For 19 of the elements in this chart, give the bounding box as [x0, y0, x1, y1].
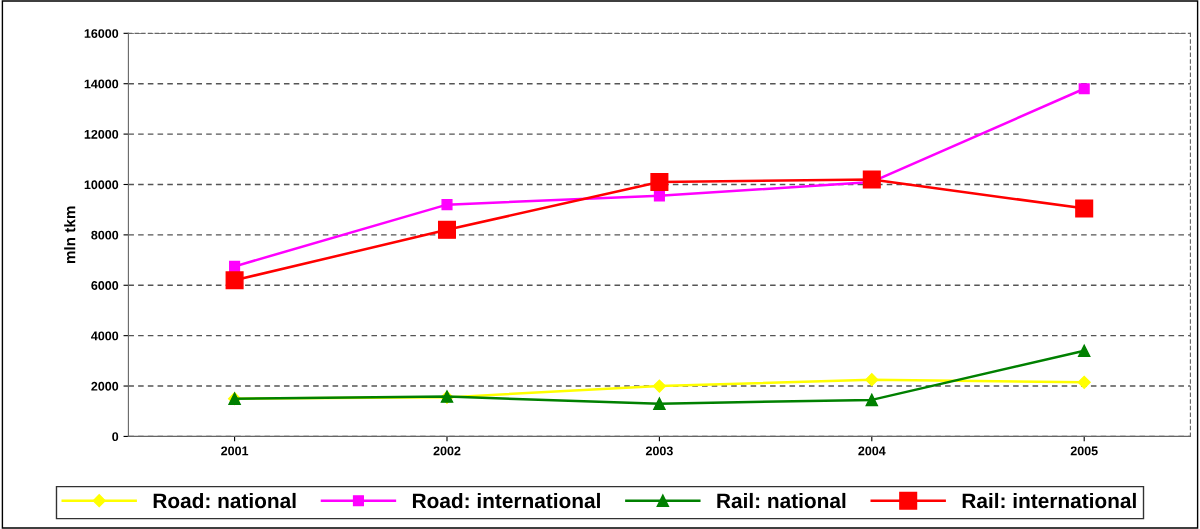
- y-tick-label: 8000: [91, 230, 119, 240]
- y-tick-label: 0: [112, 432, 119, 442]
- legend-label: Road: international: [412, 492, 600, 509]
- y-tick-label: 12000: [84, 129, 119, 139]
- y-tick-label: 2000: [91, 381, 119, 391]
- legend-label: Rail: national: [717, 492, 846, 509]
- y-axis-title: mln tkm: [64, 206, 76, 264]
- y-tick-label: 4000: [91, 331, 119, 341]
- x-tick-label: 2001: [221, 446, 249, 456]
- x-tick-label: 2005: [1070, 446, 1098, 456]
- x-tick-label: 2003: [645, 446, 673, 456]
- y-tick-label: 6000: [91, 281, 119, 290]
- legend-label: Rail: international: [962, 492, 1136, 509]
- legend-label: Road: national: [153, 492, 296, 509]
- y-tick-label: 10000: [84, 180, 119, 190]
- y-tick-label: 16000: [84, 29, 119, 38]
- y-tick-label: 14000: [84, 79, 119, 89]
- x-tick-label: 2004: [858, 446, 886, 456]
- x-tick-label: 2002: [433, 446, 461, 456]
